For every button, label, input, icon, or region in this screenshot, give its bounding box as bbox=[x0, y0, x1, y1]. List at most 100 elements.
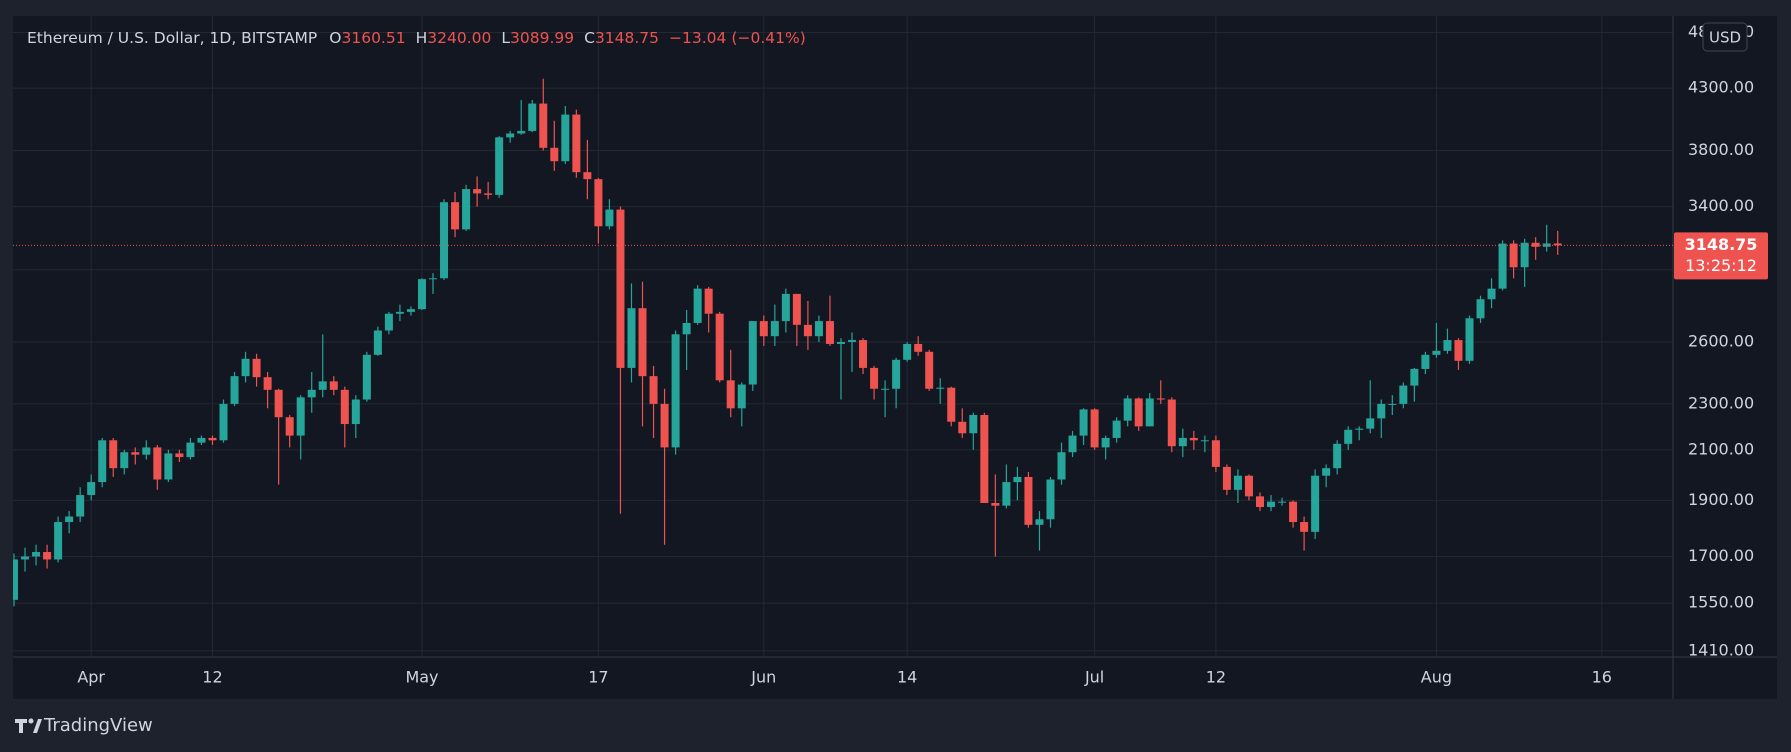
candle-body bbox=[1123, 398, 1132, 421]
legend-value: 3148.75 bbox=[595, 29, 659, 47]
candle-body bbox=[1366, 418, 1375, 429]
chart-panel bbox=[13, 16, 1777, 699]
brand-name: TradingView bbox=[43, 715, 153, 736]
candle-body bbox=[373, 330, 382, 355]
candle-body bbox=[362, 354, 371, 400]
candle-body bbox=[13, 559, 18, 600]
candle-body bbox=[98, 440, 107, 483]
candle-body bbox=[406, 309, 415, 312]
candle-body bbox=[1079, 409, 1088, 436]
candle-body bbox=[451, 202, 460, 230]
x-tick-label: May bbox=[405, 668, 438, 687]
candle-body bbox=[936, 387, 945, 389]
candle-body bbox=[440, 202, 449, 279]
candle-body bbox=[1432, 350, 1441, 355]
legend-key: H bbox=[416, 29, 428, 47]
candle-body bbox=[153, 447, 162, 480]
last-price-tag bbox=[1674, 232, 1768, 280]
candle-body bbox=[881, 388, 890, 390]
legend-key: L bbox=[501, 29, 510, 47]
candle-body bbox=[682, 322, 691, 335]
candle-body bbox=[1233, 475, 1242, 490]
candle-body bbox=[660, 403, 669, 448]
candle-body bbox=[109, 440, 118, 469]
candle-body bbox=[517, 130, 526, 134]
candle-body bbox=[925, 351, 934, 389]
candle-body bbox=[429, 278, 438, 280]
logo-slash bbox=[33, 719, 42, 733]
candle-body bbox=[395, 311, 404, 314]
x-tick-label: 17 bbox=[588, 668, 608, 687]
candle-body bbox=[417, 279, 426, 310]
candle-body bbox=[473, 189, 482, 194]
y-tick-label: 2100.00 bbox=[1688, 439, 1754, 458]
candle-body bbox=[836, 342, 845, 344]
candle-body bbox=[186, 442, 195, 458]
candle-body bbox=[1399, 385, 1408, 404]
candle-body bbox=[1101, 437, 1110, 448]
grid bbox=[13, 16, 1673, 657]
candle-body bbox=[748, 321, 757, 385]
candle-body bbox=[351, 399, 360, 425]
currency-label[interactable]: USD bbox=[1709, 29, 1741, 47]
legend-key: C bbox=[584, 29, 595, 47]
candle-body bbox=[131, 452, 140, 455]
candle-body bbox=[252, 358, 261, 378]
candle-body bbox=[704, 288, 713, 314]
candle-body bbox=[285, 417, 294, 436]
currency-button-box[interactable] bbox=[1702, 22, 1748, 52]
x-tick-label: 14 bbox=[897, 668, 917, 687]
candle-body bbox=[539, 103, 548, 148]
candle-body bbox=[1553, 243, 1562, 246]
candle-body bbox=[980, 414, 989, 503]
y-tick-label: 2300.00 bbox=[1688, 393, 1754, 412]
candle-body bbox=[1244, 475, 1253, 497]
candle-body bbox=[197, 437, 206, 443]
y-tick-label: 3400.00 bbox=[1688, 196, 1754, 215]
candle-body bbox=[318, 381, 327, 390]
candle-body bbox=[1167, 399, 1176, 447]
candle-body bbox=[1068, 435, 1077, 453]
candle-body bbox=[43, 552, 52, 560]
candle-body bbox=[550, 147, 559, 162]
candle-body bbox=[65, 516, 74, 523]
currency-button[interactable]: USD bbox=[1702, 22, 1748, 52]
candle-body bbox=[528, 103, 537, 131]
y-tick-label: 1900.00 bbox=[1688, 490, 1754, 509]
candle-body bbox=[329, 381, 338, 390]
candle-body bbox=[825, 321, 834, 344]
candle-body bbox=[1476, 299, 1485, 319]
y-tick-label: 1550.00 bbox=[1688, 593, 1754, 612]
candle-body bbox=[1222, 466, 1231, 490]
candle-body bbox=[1145, 398, 1154, 427]
x-tick-label: Jun bbox=[750, 668, 776, 687]
candle-body bbox=[1024, 476, 1033, 525]
candle-body bbox=[671, 334, 680, 448]
candle-body bbox=[814, 321, 823, 337]
candle-body bbox=[1112, 420, 1121, 438]
candle-body bbox=[969, 414, 978, 434]
candle-body bbox=[76, 495, 85, 517]
candle-body bbox=[991, 502, 1000, 506]
legend-key: O bbox=[329, 29, 341, 47]
countdown-label: 13:25:12 bbox=[1685, 256, 1757, 275]
x-tick-label: 12 bbox=[1206, 668, 1226, 687]
candle-body bbox=[903, 343, 912, 360]
x-tick-label: Aug bbox=[1421, 668, 1452, 687]
candle-body bbox=[1388, 403, 1397, 405]
candle-body bbox=[307, 389, 316, 398]
candle-body bbox=[605, 209, 614, 227]
candle-body bbox=[1531, 242, 1540, 247]
candle-body bbox=[32, 552, 41, 557]
y-tick-label: 1700.00 bbox=[1688, 546, 1754, 565]
candle-body bbox=[870, 367, 879, 389]
candle-body bbox=[1355, 428, 1364, 430]
candle-body bbox=[1134, 398, 1143, 427]
candle-body bbox=[803, 324, 812, 337]
candle-body bbox=[914, 343, 923, 352]
axes: 1410.00 1550.00 1700.00 1900.00 2100.00 2300.… bbox=[13, 22, 1768, 687]
candle-body bbox=[638, 308, 647, 377]
candle-body bbox=[726, 380, 735, 409]
candle-body bbox=[1057, 452, 1066, 480]
